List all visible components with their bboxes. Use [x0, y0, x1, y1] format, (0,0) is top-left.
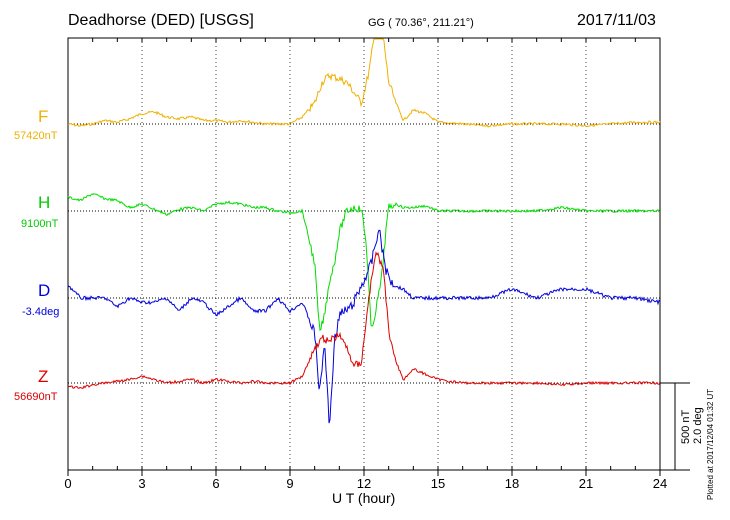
- station-title: Deadhorse (DED) [USGS]: [68, 12, 254, 29]
- component-label-d: D: [38, 281, 51, 300]
- tick-label-15: 15: [431, 476, 445, 491]
- trace-h: [67, 193, 661, 332]
- baseline-label-z: 56690nT: [14, 391, 58, 403]
- component-label-z: Z: [38, 367, 49, 386]
- tick-label-12: 12: [357, 476, 371, 491]
- scale-deg-label: 2.0 deg: [692, 407, 704, 444]
- component-label-f: F: [38, 107, 49, 126]
- trace-z: [67, 251, 661, 389]
- baseline-label-f: 57420nT: [14, 130, 58, 142]
- tick-label-0: 0: [64, 476, 71, 491]
- traces: [67, 38, 661, 424]
- tick-label-3: 3: [138, 476, 145, 491]
- component-label-h: H: [38, 193, 51, 212]
- x-ticks: 0 3 6 9 12 15 18 21 24: [64, 38, 667, 491]
- tick-label-6: 6: [212, 476, 219, 491]
- plotted-note: Plotted at 2017/12/04 01:32 UT: [706, 388, 715, 500]
- tick-label-9: 9: [286, 476, 293, 491]
- x-axis-label: U T (hour): [332, 490, 396, 506]
- trace-d: [67, 229, 661, 424]
- scale-bar: [660, 382, 690, 471]
- tick-label-18: 18: [505, 476, 519, 491]
- date-label: 2017/11/03: [577, 12, 656, 29]
- scale-nt-label: 500 nT: [680, 409, 692, 444]
- tick-label-24: 24: [653, 476, 667, 491]
- trace-f: [67, 38, 661, 128]
- grid: [141, 38, 587, 470]
- baseline-label-h: 9100nT: [21, 218, 59, 230]
- coordinates: GG ( 70.36°, 211.21°): [368, 17, 474, 29]
- baseline-label-d: -3.4deg: [22, 306, 60, 318]
- tick-label-21: 21: [579, 476, 593, 491]
